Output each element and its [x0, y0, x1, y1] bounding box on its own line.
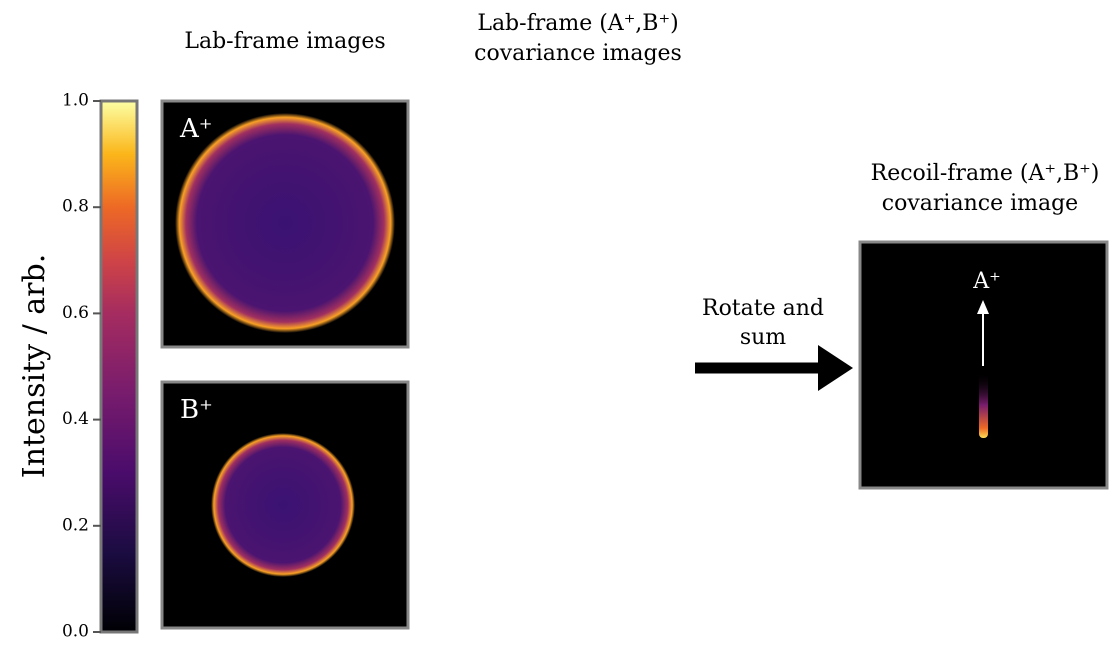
image-label: B⁺ [180, 395, 213, 425]
tick-label: 0.2 [62, 515, 89, 535]
tick-label: 0.8 [62, 197, 89, 217]
header: covariance image [882, 191, 1078, 216]
header: Lab-frame (A⁺,B⁺) [477, 11, 678, 36]
image-label: A⁺ [972, 269, 1001, 294]
arrow-head [977, 300, 989, 314]
tick-label: 0.4 [62, 409, 89, 429]
colorbar-label: Intensity / arb. [17, 254, 52, 478]
colorbar [99, 99, 139, 634]
tick-label: 0.6 [62, 303, 89, 323]
arrow-text: sum [740, 325, 786, 350]
header: Recoil-frame (A⁺,B⁺) [871, 161, 1100, 186]
arrow-head [818, 345, 853, 391]
ring [211, 433, 355, 577]
tick-label: 1.0 [62, 91, 89, 111]
image-label: A⁺ [179, 114, 213, 144]
arrow-text: Rotate and [702, 296, 824, 321]
tick-label: 0.0 [62, 622, 89, 642]
header: Lab-frame images [184, 29, 385, 54]
streak [979, 372, 988, 438]
ring [175, 113, 395, 333]
header: covariance images [474, 41, 682, 66]
